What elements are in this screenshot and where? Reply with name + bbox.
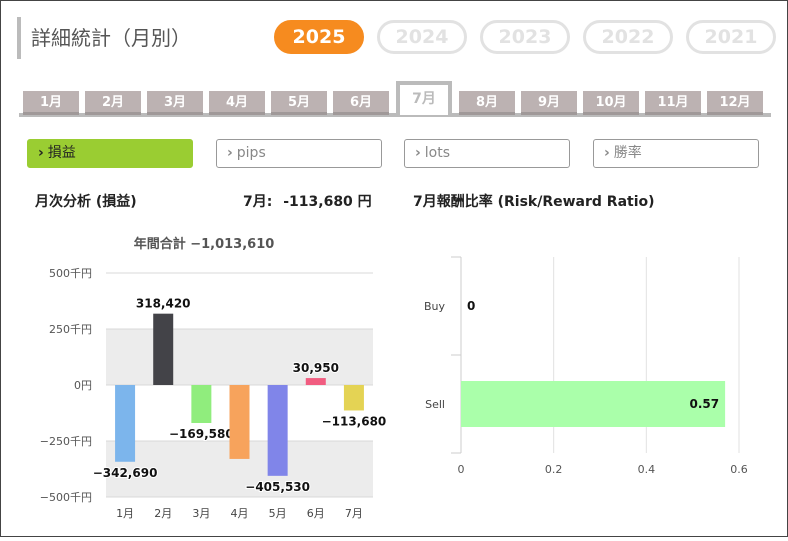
x-tick-label: 7月 bbox=[345, 507, 363, 520]
tab-month-4[interactable]: 4月 bbox=[209, 91, 265, 115]
tab-month-3[interactable]: 3月 bbox=[147, 91, 203, 115]
y-tick-label: 0円 bbox=[74, 379, 92, 392]
x-tick-label: 0.6 bbox=[730, 463, 748, 476]
bar bbox=[229, 385, 250, 459]
filter-label: 損益 bbox=[47, 145, 76, 161]
year-button-2024[interactable]: 2024 bbox=[377, 20, 467, 54]
tab-month-11[interactable]: 11月 bbox=[645, 91, 701, 115]
y-tick-label: Sell bbox=[425, 398, 445, 411]
y-tick-label: Buy bbox=[424, 300, 446, 313]
month-tabs: 1月 2月 3月 4月 5月 6月 7月 8月 9月 10月 11月 12月 bbox=[19, 81, 771, 117]
data-label: 0.57 bbox=[689, 397, 719, 411]
bar bbox=[305, 378, 326, 385]
tab-month-7[interactable]: 7月 bbox=[396, 81, 452, 115]
data-label: −113,680 bbox=[322, 414, 387, 428]
filter-winrate-button[interactable]: › 勝率 bbox=[593, 139, 759, 168]
tab-month-9[interactable]: 9月 bbox=[521, 91, 577, 115]
tab-month-1[interactable]: 1月 bbox=[23, 91, 79, 115]
filter-lots-button[interactable]: › lots bbox=[404, 139, 570, 168]
page-title-text: 詳細統計（月別） bbox=[31, 26, 191, 50]
data-label: 318,420 bbox=[136, 297, 191, 311]
bar bbox=[153, 313, 174, 385]
x-tick-label: 0.4 bbox=[638, 463, 656, 476]
y-tick-label: 250千円 bbox=[49, 323, 92, 336]
x-tick-label: 0 bbox=[458, 463, 465, 476]
year-button-2023[interactable]: 2023 bbox=[480, 20, 570, 54]
x-tick-label: 2月 bbox=[154, 507, 172, 520]
bar bbox=[461, 381, 726, 427]
filter-label: 勝率 bbox=[613, 145, 642, 161]
data-label: −169,580 bbox=[169, 427, 234, 441]
tab-month-2[interactable]: 2月 bbox=[85, 91, 141, 115]
chevron-right-icon: › bbox=[38, 145, 44, 161]
tab-month-8[interactable]: 8月 bbox=[459, 91, 515, 115]
monthly-analysis-title: 月次分析 (損益) bbox=[35, 194, 137, 210]
x-tick-label: 1月 bbox=[116, 507, 134, 520]
year-button-2022[interactable]: 2022 bbox=[583, 20, 673, 54]
year-button-2025[interactable]: 2025 bbox=[274, 20, 364, 54]
data-label: 0 bbox=[467, 299, 475, 313]
x-tick-label: 5月 bbox=[269, 507, 287, 520]
y-tick-label: −250千円 bbox=[40, 435, 92, 448]
data-label: 30,950 bbox=[293, 361, 339, 375]
page-title: 詳細統計（月別） bbox=[17, 17, 191, 59]
x-tick-label: 4月 bbox=[231, 507, 249, 520]
year-button-2021[interactable]: 2021 bbox=[686, 20, 776, 54]
x-tick-label: 6月 bbox=[307, 507, 325, 520]
tab-month-5[interactable]: 5月 bbox=[271, 91, 327, 115]
bar bbox=[343, 385, 364, 411]
current-month-summary: 7月: -113,680 円 bbox=[243, 191, 372, 211]
monthly-profit-chart: 500千円 250千円 0円 −250千円 −500千円 年間合計 −1,013,610 1… bbox=[40, 236, 388, 520]
chevron-right-icon: › bbox=[604, 145, 610, 161]
y-tick-label: 500千円 bbox=[49, 267, 92, 280]
current-month-value: -113,680 円 bbox=[283, 194, 372, 210]
risk-reward-chart: 0 0.2 0.4 0.6 Buy 0 Sell 0.57 bbox=[424, 256, 748, 476]
bar bbox=[267, 385, 288, 476]
x-tick-label: 3月 bbox=[192, 507, 210, 520]
chevron-right-icon: › bbox=[415, 145, 421, 161]
filter-profit-button[interactable]: › 損益 bbox=[27, 139, 193, 168]
plot-band bbox=[106, 329, 373, 385]
data-label: −405,530 bbox=[245, 480, 310, 494]
tab-month-6[interactable]: 6月 bbox=[333, 91, 389, 115]
x-tick-label: 0.2 bbox=[545, 463, 563, 476]
chart-title: 年間合計 −1,013,610 bbox=[134, 236, 275, 252]
bar bbox=[115, 385, 136, 462]
chevron-right-icon: › bbox=[227, 145, 233, 161]
y-tick-label: −500千円 bbox=[40, 491, 92, 504]
current-month-label: 7月: bbox=[243, 194, 273, 210]
bar bbox=[191, 385, 212, 423]
filter-label: lots bbox=[424, 145, 451, 161]
ratio-title: 7月報酬比率 (Risk/Reward Ratio) bbox=[413, 194, 655, 210]
filter-pips-button[interactable]: › pips bbox=[216, 139, 382, 168]
data-label: −342,690 bbox=[93, 466, 158, 480]
filter-label: pips bbox=[236, 145, 266, 161]
year-selector: 2025 2024 2023 2022 2021 bbox=[274, 20, 776, 54]
tab-month-10[interactable]: 10月 bbox=[583, 91, 639, 115]
tab-month-12[interactable]: 12月 bbox=[707, 91, 763, 115]
